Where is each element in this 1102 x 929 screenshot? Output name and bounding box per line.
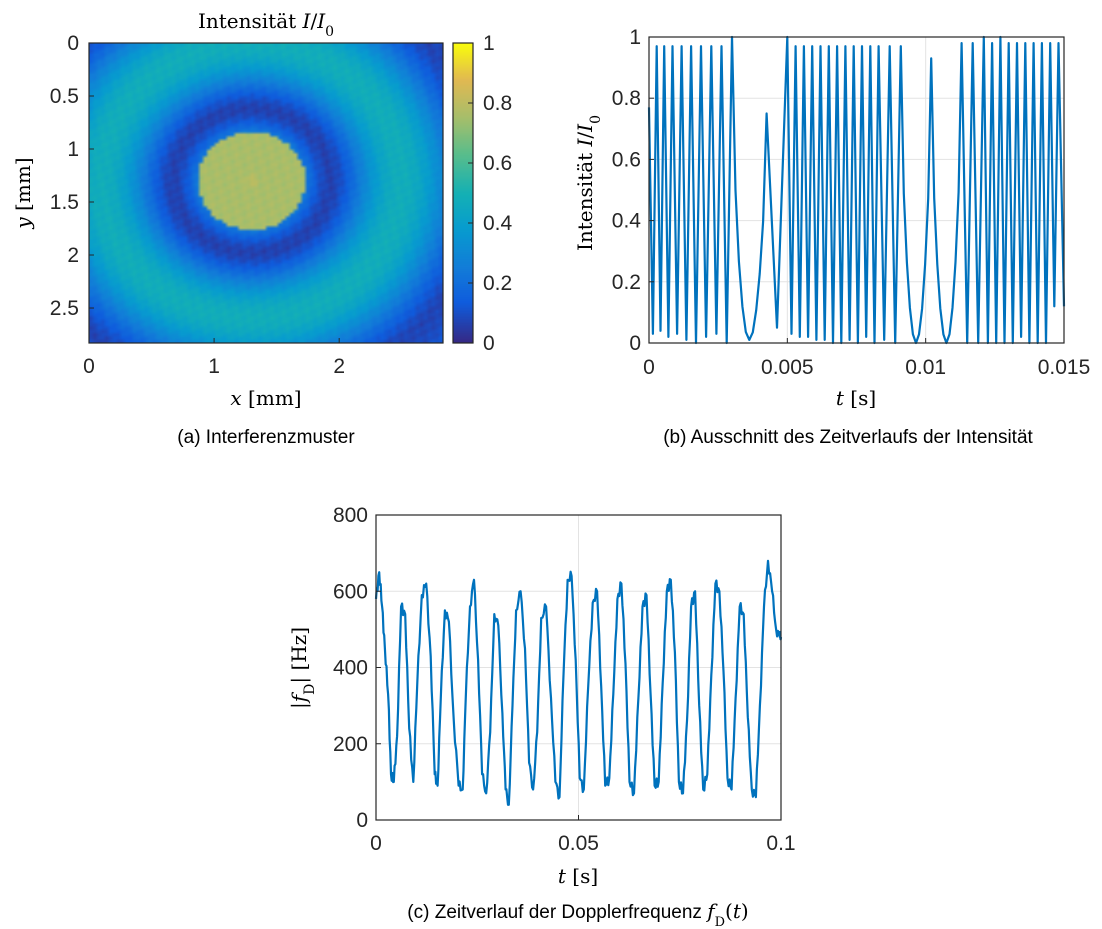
intensity-x-tick-label: 0	[643, 356, 655, 379]
intensity-series-line	[647, 35, 1066, 345]
intensity-y-tick-label: 1	[629, 26, 641, 49]
doppler-x-ticks: 0 0.05 0.1	[370, 815, 796, 855]
colorbar-tick-label: 0.8	[483, 92, 512, 115]
intensity-y-tick-label: 0.8	[612, 87, 641, 110]
intensity-frame	[648, 36, 1065, 344]
colorbar-tick-label: 0.2	[483, 272, 512, 295]
doppler-y-ticks: 0 200 400 600 800	[333, 504, 381, 832]
colorbar-ticks: 0 0.2 0.4 0.6 0.8 1	[468, 32, 513, 355]
heatmap-x-tick-label: 1	[208, 355, 220, 378]
heatmap-y-ticks: 0 0.5 1 1.5 2 2.5	[50, 32, 94, 320]
heatmap-xlabel: x [mm]	[230, 386, 301, 410]
colorbar-tick-label: 1	[483, 32, 495, 55]
doppler-x-tick-label: 0.1	[766, 832, 795, 855]
caption-c-math: fD(t)	[705, 899, 749, 929]
doppler-xlabel: t [s]	[558, 864, 598, 888]
intensity-y-tick-label: 0.6	[612, 148, 641, 171]
colorbar-tick-label: 0	[483, 332, 495, 355]
panel-b: 0 0.005 0.01 0.015 0 0.2 0.4 0.6 0.8 1 t [s] Int…	[573, 26, 1090, 448]
intensity-xlabel: t [s]	[836, 386, 876, 410]
intensity-y-tick-label: 0	[629, 332, 641, 355]
doppler-x-tick-label: 0	[370, 832, 382, 855]
doppler-x-tick-label: 0.05	[558, 832, 599, 855]
caption-c: (c) Zeitverlauf der Dopplerfrequenz fD(t…	[407, 899, 748, 929]
intensity-ylabel: Intensität I/I0	[573, 115, 604, 251]
caption-b: (b) Ausschnitt des Zeitverlaufs der Inte…	[663, 427, 1033, 448]
colorbar-frame	[452, 42, 474, 344]
heatmap-y-tick-label: 0	[67, 32, 79, 55]
colorbar-image	[453, 43, 473, 343]
heatmap-y-tick-label: 2.5	[50, 297, 79, 320]
panel-a-title: Intensität I/I0	[198, 9, 334, 40]
caption-a: (a) Interferenzmuster	[177, 427, 355, 448]
doppler-ylabel: |fD| [Hz]	[287, 627, 318, 709]
doppler-y-tick-label: 600	[333, 580, 368, 603]
heatmap-ylabel: y [mm]	[11, 157, 35, 229]
doppler-y-tick-label: 400	[333, 657, 368, 680]
heatmap-y-tick-label: 0.5	[50, 85, 79, 108]
heatmap-x-ticks: 0 1 2	[83, 338, 345, 378]
colorbar-tick-label: 0.6	[483, 152, 512, 175]
heatmap-y-tick-label: 1.5	[50, 191, 79, 214]
heatmap-y-tick-label: 1	[67, 138, 79, 161]
caption-c-main: (c) Zeitverlauf der Dopplerfrequenz	[407, 902, 702, 923]
heatmap-y-tick-label: 2	[67, 244, 79, 267]
doppler-series-line	[374, 559, 783, 806]
intensity-x-ticks: 0 0.005 0.01 0.015	[643, 338, 1090, 379]
colorbar-tick-label: 0.4	[483, 212, 513, 235]
intensity-y-tick-label: 0.4	[612, 210, 642, 233]
doppler-y-tick-label: 800	[333, 504, 368, 527]
intensity-y-tick-label: 0.2	[612, 271, 641, 294]
doppler-y-tick-label: 0	[356, 809, 368, 832]
intensity-x-tick-label: 0.015	[1038, 356, 1091, 379]
intensity-x-tick-label: 0.005	[761, 356, 814, 379]
panel-c: 0 0.05 0.1 0 200 400 600 800 t [s] |fD| [Hz] (…	[287, 504, 796, 929]
heatmap-x-tick-label: 2	[333, 355, 345, 378]
heatmap-x-tick-label: 0	[83, 355, 95, 378]
intensity-y-ticks: 0 0.2 0.4 0.6 0.8 1	[612, 26, 654, 355]
heatmap-image	[89, 43, 443, 343]
heatmap-frame	[88, 42, 444, 344]
doppler-y-tick-label: 200	[333, 733, 368, 756]
intensity-x-tick-label: 0.01	[905, 356, 946, 379]
